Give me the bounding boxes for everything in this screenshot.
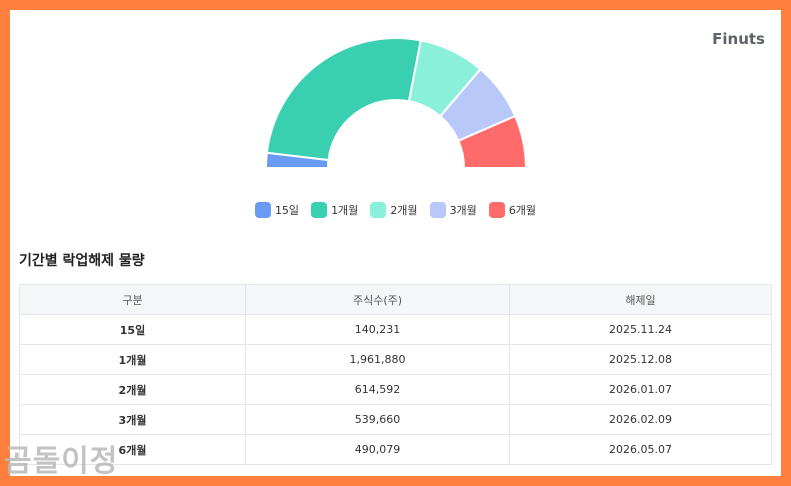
table-row: 2개월 614,592 2026.01.07 (19, 374, 772, 405)
row-category: 2개월 (19, 374, 246, 405)
header-category: 구분 (19, 284, 246, 315)
row-release-date: 2025.12.08 (509, 344, 772, 375)
table-row: 15일 140,231 2025.11.24 (19, 314, 772, 345)
row-release-date: 2025.11.24 (509, 314, 772, 345)
legend-label: 2개월 (390, 204, 418, 217)
row-shares: 140,231 (245, 314, 510, 345)
legend-item: 15일 (254, 202, 300, 218)
half-donut-chart (265, 37, 527, 169)
row-release-date: 2026.01.07 (509, 374, 772, 405)
row-category: 3개월 (19, 404, 246, 435)
header-shares: 주식수(주) (245, 284, 510, 315)
table-row: 6개월 490,079 2026.05.07 (19, 434, 772, 465)
section-title: 기간별 락업해제 물량 (19, 253, 145, 269)
row-shares: 614,592 (245, 374, 510, 405)
legend-item: 6개월 (488, 202, 537, 218)
donut-slice-5 (457, 115, 527, 169)
table-header-row: 구분 주식수(주) 해제일 (19, 284, 772, 315)
row-release-date: 2026.05.07 (509, 434, 772, 465)
legend-label: 1개월 (331, 204, 359, 217)
legend-label: 6개월 (508, 204, 537, 217)
table-row: 3개월 539,660 2026.02.09 (19, 404, 772, 435)
row-shares: 490,079 (245, 434, 510, 465)
brand-logo: Finuts (712, 30, 765, 48)
table-row: 1개월 1,961,880 2025.12.08 (19, 344, 772, 375)
watermark: 곰돌이정 (4, 444, 119, 479)
content-frame: Finuts 15일 1개월 2개월 3개월 6개월 기간별 락업해제 물량 구분 주식… (10, 10, 781, 476)
row-category: 6개월 (19, 434, 246, 465)
legend-item: 1개월 (311, 202, 358, 218)
row-shares: 539,660 (245, 404, 510, 435)
row-category: 15일 (19, 314, 246, 345)
header-release-date: 해제일 (509, 284, 772, 315)
chart-legend: 15일 1개월 2개월 3개월 6개월 (10, 202, 781, 218)
row-category: 1개월 (19, 344, 246, 375)
legend-swatch (429, 202, 446, 218)
legend-label: 15일 (274, 204, 300, 217)
legend-swatch (311, 202, 328, 218)
donut-slice-2 (265, 37, 422, 162)
row-shares: 1,961,880 (245, 344, 510, 375)
lockup-table: 구분 주식수(주) 해제일 15일 140,231 2025.11.24 1개월… (19, 284, 772, 465)
legend-item: 3개월 (429, 202, 477, 218)
legend-swatch (370, 202, 387, 218)
row-release-date: 2026.02.09 (509, 404, 772, 435)
legend-item: 2개월 (370, 202, 418, 218)
legend-swatch (488, 202, 505, 218)
legend-swatch (254, 202, 271, 218)
legend-label: 3개월 (449, 204, 477, 217)
